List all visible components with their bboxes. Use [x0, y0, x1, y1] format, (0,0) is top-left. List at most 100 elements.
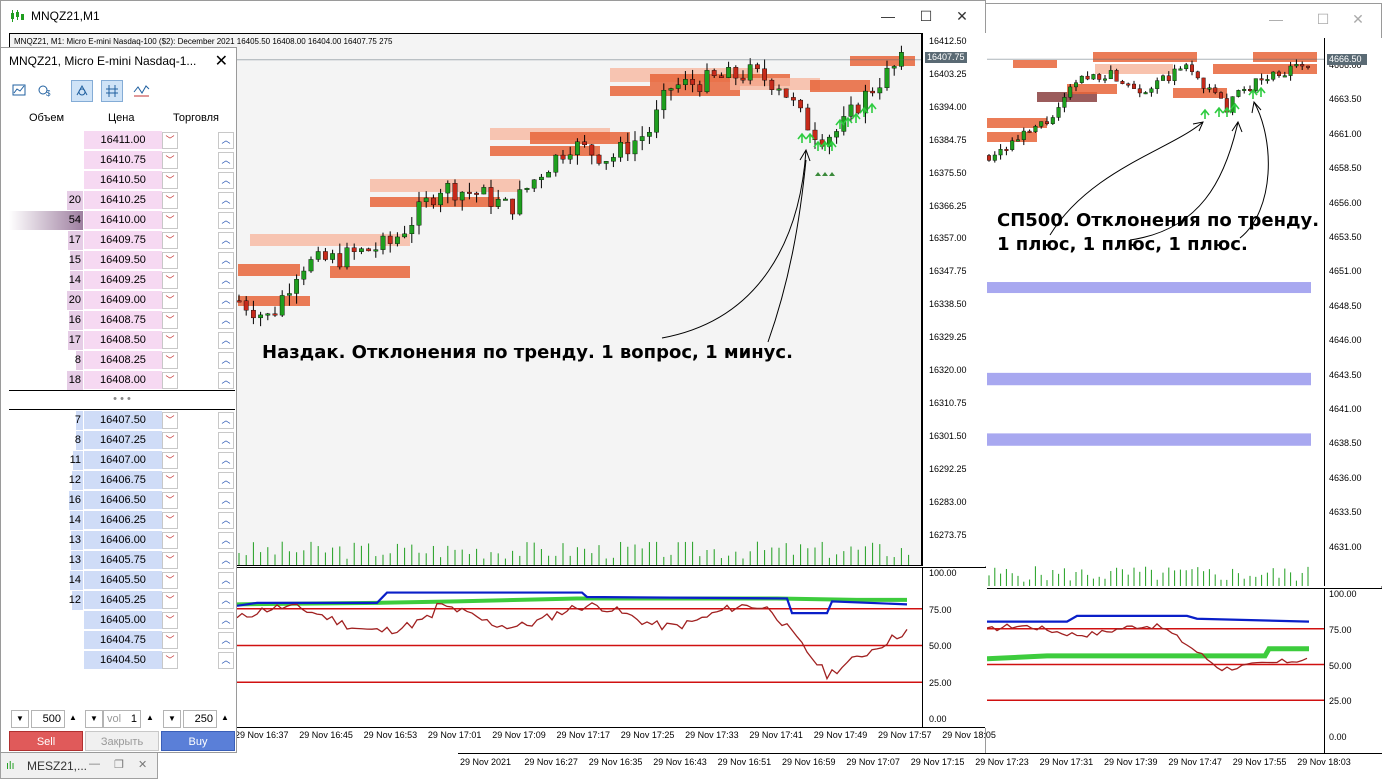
sell-limit-chevron-icon[interactable]: ﹀ — [162, 212, 178, 229]
buy-limit-chevron-icon[interactable]: ︿ — [218, 432, 234, 449]
main-oscillator-plot[interactable] — [237, 567, 922, 728]
ladder-columns-icon[interactable] — [101, 80, 123, 102]
sell-limit-chevron-icon[interactable]: ﹀ — [162, 532, 178, 549]
main-time-axis[interactable]: 29 Nov 16:37 29 Nov 16:45 29 Nov 16:53 29 N… — [235, 727, 996, 753]
price-cell[interactable]: 16406.00 — [84, 531, 162, 550]
minimize-button[interactable]: — — [1269, 11, 1283, 27]
price-cell[interactable]: 16405.25 — [84, 591, 162, 610]
right-price-plot[interactable] — [987, 38, 1324, 586]
price-cell[interactable]: 16410.75 — [84, 151, 162, 170]
price-cell[interactable]: 16405.75 — [84, 551, 162, 570]
buy-limit-chevron-icon[interactable]: ︿ — [218, 552, 234, 569]
close-icon[interactable]: ✕ — [138, 759, 148, 771]
buy-limit-chevron-icon[interactable]: ︿ — [218, 592, 234, 609]
maximize-button[interactable]: ☐ — [1316, 11, 1330, 27]
qty-right-down-button[interactable]: ▼ — [163, 710, 181, 728]
price-cell[interactable]: 16409.50 — [84, 251, 162, 270]
minimize-button[interactable]: — — [881, 8, 895, 24]
sell-limit-chevron-icon[interactable]: ﹀ — [162, 252, 178, 269]
sell-button[interactable]: Sell — [9, 731, 83, 751]
close-position-button[interactable]: Закрыть — [85, 731, 159, 751]
sell-limit-chevron-icon[interactable]: ﹀ — [162, 472, 178, 489]
buy-limit-chevron-icon[interactable]: ︿ — [218, 372, 234, 389]
price-cell[interactable]: 16408.75 — [84, 311, 162, 330]
sell-limit-chevron-icon[interactable]: ﹀ — [162, 292, 178, 309]
qty-right-up-button[interactable]: ▲ — [219, 710, 231, 728]
price-cell[interactable]: 16410.25 — [84, 191, 162, 210]
price-cell[interactable]: 16408.00 — [84, 371, 162, 390]
price-cell[interactable]: 16405.50 — [84, 571, 162, 590]
chart-view-icon[interactable] — [9, 80, 31, 102]
buy-limit-chevron-icon[interactable]: ︿ — [218, 452, 234, 469]
main-price-axis[interactable]: 16412.50 16403.25 16394.00 16384.75 16375.50… — [922, 33, 986, 566]
right-oscillator-plot[interactable] — [987, 588, 1324, 755]
sell-limit-chevron-icon[interactable]: ﹀ — [162, 592, 178, 609]
price-cell[interactable]: 16407.00 — [84, 451, 162, 470]
title-bar[interactable]: MNQZ21,M1 — ☐ ✕ — [1, 1, 985, 31]
sell-limit-chevron-icon[interactable]: ﹀ — [162, 312, 178, 329]
qty-left-down-button[interactable]: ▼ — [11, 710, 29, 728]
qty-left-input[interactable]: 500 — [31, 710, 65, 728]
sell-limit-chevron-icon[interactable]: ﹀ — [162, 572, 178, 589]
buy-limit-chevron-icon[interactable]: ︿ — [218, 492, 234, 509]
buy-button[interactable]: Buy — [161, 731, 235, 751]
buy-limit-chevron-icon[interactable]: ︿ — [218, 252, 234, 269]
tick-chart-icon[interactable] — [131, 80, 153, 102]
buy-limit-chevron-icon[interactable]: ︿ — [218, 412, 234, 429]
main-osc-axis[interactable]: 100.00 75.00 50.00 25.00 0.00 — [922, 567, 986, 728]
buy-limit-chevron-icon[interactable]: ︿ — [218, 292, 234, 309]
buy-limit-chevron-icon[interactable]: ︿ — [218, 172, 234, 189]
right-time-axis[interactable]: 29 Nov 2021 29 Nov 16:27 29 Nov 16:35 29 No… — [458, 753, 1382, 780]
sell-limit-chevron-icon[interactable]: ﹀ — [162, 492, 178, 509]
sell-limit-chevron-icon[interactable]: ﹀ — [162, 632, 178, 649]
sell-limit-chevron-icon[interactable]: ﹀ — [162, 232, 178, 249]
sell-limit-chevron-icon[interactable]: ﹀ — [162, 132, 178, 149]
maximize-button[interactable]: ☐ — [919, 8, 933, 24]
price-cell[interactable]: 16404.75 — [84, 631, 162, 650]
sell-limit-chevron-icon[interactable]: ﹀ — [162, 192, 178, 209]
minimize-icon[interactable]: — — [89, 758, 100, 770]
price-cell[interactable]: 16408.25 — [84, 351, 162, 370]
qty-right-input[interactable]: 250 — [183, 710, 217, 728]
sell-limit-chevron-icon[interactable]: ﹀ — [162, 352, 178, 369]
price-cell[interactable]: 16411.00 — [84, 131, 162, 150]
sell-limit-chevron-icon[interactable]: ﹀ — [162, 172, 178, 189]
buy-limit-chevron-icon[interactable]: ︿ — [218, 472, 234, 489]
buy-limit-chevron-icon[interactable]: ︿ — [218, 612, 234, 629]
right-price-axis[interactable]: 4666.00 4663.50 4661.00 4658.50 4656.00 4653.… — [1324, 38, 1382, 586]
price-cell[interactable]: 16407.25 — [84, 431, 162, 450]
price-cell[interactable]: 16410.50 — [84, 171, 162, 190]
buy-limit-chevron-icon[interactable]: ︿ — [218, 532, 234, 549]
price-cell[interactable]: 16409.25 — [84, 271, 162, 290]
sell-limit-chevron-icon[interactable]: ﹀ — [162, 432, 178, 449]
buy-limit-chevron-icon[interactable]: ︿ — [218, 652, 234, 669]
price-cell[interactable]: 16406.50 — [84, 491, 162, 510]
price-cell[interactable]: 16409.00 — [84, 291, 162, 310]
price-cell[interactable]: 16404.50 — [84, 651, 162, 670]
price-cell[interactable]: 16406.25 — [84, 511, 162, 530]
price-cell[interactable]: 16410.00 — [84, 211, 162, 230]
close-button[interactable]: ✕ — [956, 8, 968, 24]
price-cell[interactable]: 16405.00 — [84, 611, 162, 630]
sell-limit-chevron-icon[interactable]: ﹀ — [162, 272, 178, 289]
price-cell[interactable]: 16407.50 — [84, 411, 162, 430]
buy-limit-chevron-icon[interactable]: ︿ — [218, 152, 234, 169]
buy-limit-chevron-icon[interactable]: ︿ — [218, 572, 234, 589]
close-icon[interactable]: ✕ — [214, 53, 228, 70]
buy-limit-chevron-icon[interactable]: ︿ — [218, 132, 234, 149]
buy-limit-chevron-icon[interactable]: ︿ — [218, 312, 234, 329]
sell-limit-chevron-icon[interactable]: ﹀ — [162, 152, 178, 169]
buy-limit-chevron-icon[interactable]: ︿ — [218, 352, 234, 369]
sell-limit-chevron-icon[interactable]: ﹀ — [162, 452, 178, 469]
volume-ladder-icon[interactable] — [71, 80, 93, 102]
sell-limit-chevron-icon[interactable]: ﹀ — [162, 412, 178, 429]
sell-limit-chevron-icon[interactable]: ﹀ — [162, 332, 178, 349]
trades-icon[interactable]: $ — [35, 80, 57, 102]
vol-input[interactable]: vol 1 — [103, 710, 141, 728]
sell-limit-chevron-icon[interactable]: ﹀ — [162, 652, 178, 669]
price-cell[interactable]: 16408.50 — [84, 331, 162, 350]
restore-icon[interactable]: ❐ — [114, 759, 124, 771]
background-window-tab[interactable]: ılı MESZ21,... — ❐ ✕ — [0, 752, 158, 779]
buy-limit-chevron-icon[interactable]: ︿ — [218, 632, 234, 649]
buy-limit-chevron-icon[interactable]: ︿ — [218, 212, 234, 229]
